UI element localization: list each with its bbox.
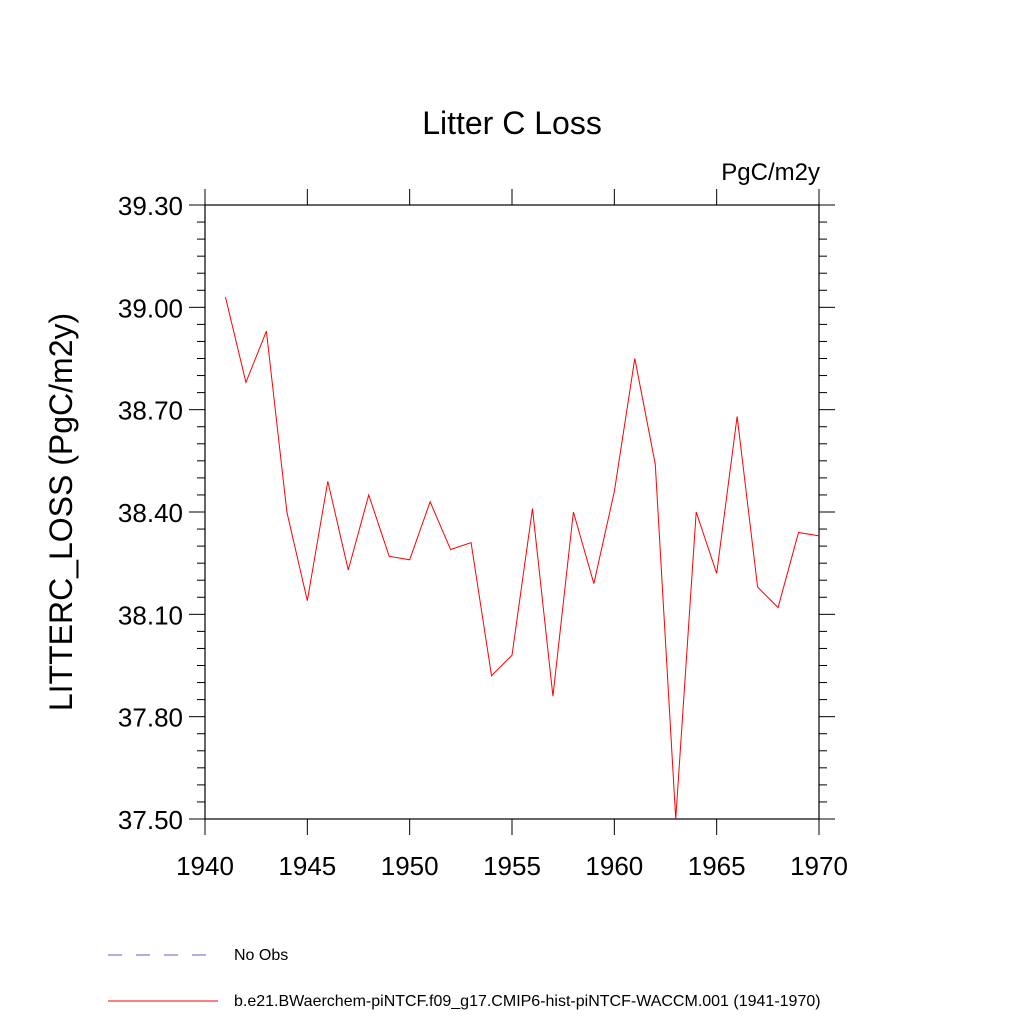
x-tick-label: 1945 <box>278 851 336 881</box>
x-tick-label: 1970 <box>790 851 848 881</box>
y-tick-label: 38.40 <box>118 498 183 528</box>
y-tick-label: 39.00 <box>118 293 183 323</box>
legend-label: No Obs <box>234 947 288 964</box>
x-tick-label: 1960 <box>585 851 643 881</box>
x-tick-label: 1955 <box>483 851 541 881</box>
series-lines <box>224 296 820 820</box>
x-tick-label: 1940 <box>176 851 234 881</box>
legend-label: b.e21.BWaerchem-piNTCF.f09_g17.CMIP6-his… <box>234 993 821 1010</box>
x-tick-label: 1950 <box>381 851 439 881</box>
plot-frame <box>204 204 820 820</box>
series-line <box>224 296 820 820</box>
y-tick-label: 37.80 <box>118 703 183 733</box>
chart-title: Litter C Loss <box>422 105 602 141</box>
y-axis-label: LITTERC_LOSS (PgC/m2y) <box>43 313 79 711</box>
units-label: PgC/m2y <box>721 159 820 186</box>
y-tick-label: 37.50 <box>118 805 183 835</box>
y-tick-label: 39.30 <box>118 191 183 221</box>
axis-ticks: 37.50 37.80 38.10 38.40 38.70 39.00 39.30 1940 1… <box>118 189 848 881</box>
x-tick-label: 1965 <box>688 851 746 881</box>
legend: No Obs b.e21.BWaerchem-piNTCF.f09_g17.CMI… <box>108 947 821 1010</box>
y-tick-label: 38.10 <box>118 600 183 630</box>
y-tick-label: 38.70 <box>118 396 183 426</box>
